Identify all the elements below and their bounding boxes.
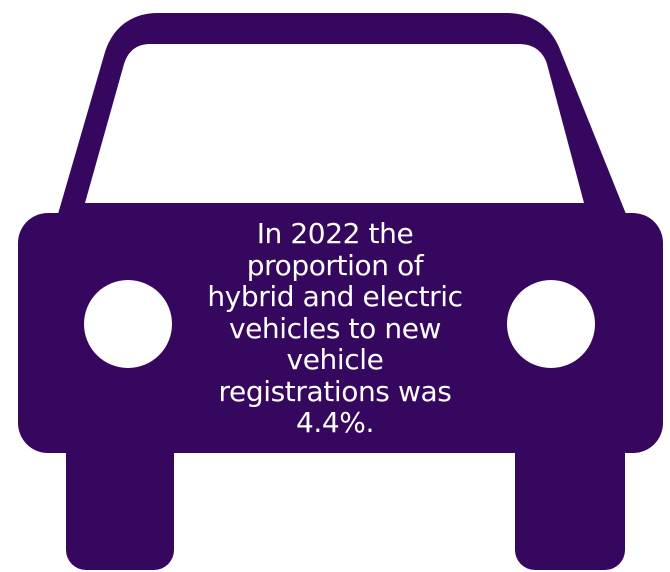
statistic-caption: In 2022 the proportion of hybrid and ele… <box>205 218 465 443</box>
right-wheel <box>515 410 625 570</box>
right-headlight <box>507 280 595 368</box>
car-silhouette <box>18 13 663 570</box>
windshield <box>85 44 584 203</box>
car-body <box>18 213 663 453</box>
left-headlight <box>84 280 172 368</box>
left-wheel <box>66 410 174 570</box>
statistic-text: In 2022 the proportion of hybrid and ele… <box>207 217 463 439</box>
